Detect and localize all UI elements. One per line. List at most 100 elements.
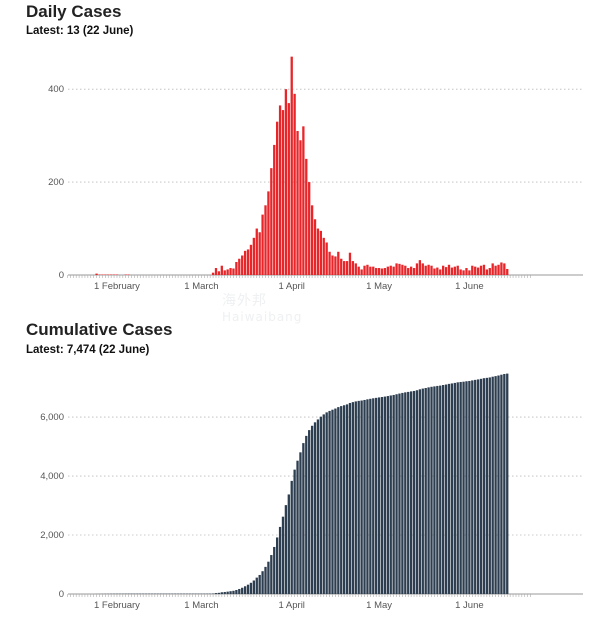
data-bar (95, 273, 98, 275)
data-bar (491, 263, 494, 275)
data-bar (415, 263, 419, 275)
data-bar (474, 379, 477, 594)
data-bar (447, 383, 451, 594)
data-bar (357, 266, 360, 275)
data-bar (325, 412, 328, 594)
data-bar (278, 526, 282, 594)
data-bar (404, 265, 407, 275)
data-bar (308, 182, 311, 275)
data-bar (482, 378, 486, 594)
data-bar (273, 546, 276, 594)
data-bar (392, 394, 395, 594)
data-bar (258, 232, 261, 275)
data-bar (319, 416, 322, 594)
x-tick-label: 1 February (94, 600, 140, 611)
data-bar (424, 265, 427, 275)
data-bar (456, 382, 459, 594)
data-bar (412, 390, 416, 594)
y-tick-label: 4,000 (40, 471, 64, 482)
data-bar (354, 263, 357, 275)
x-tick-label: 1 June (455, 281, 484, 292)
x-tick-label: 1 May (366, 600, 392, 611)
data-bar (468, 380, 471, 594)
data-bar (383, 396, 387, 594)
data-bar (313, 422, 317, 594)
data-bar (241, 587, 244, 594)
data-bar (386, 396, 389, 594)
data-bar (220, 265, 223, 275)
data-bar (334, 256, 337, 275)
daily-cases-chart: 0 200 400 1 February 1 March 1 April 1 May 1 Ju… (48, 56, 583, 292)
data-bar (430, 386, 433, 594)
data-bar (229, 268, 232, 275)
data-bar (348, 402, 352, 594)
data-bar (380, 397, 384, 594)
data-bar (229, 591, 232, 594)
data-bar (331, 255, 334, 275)
data-bar (287, 494, 290, 594)
data-bar (506, 268, 509, 275)
data-bar (369, 266, 372, 275)
data-bar (500, 374, 503, 594)
data-bar (235, 261, 238, 275)
cumulative-chart-subtitle: Latest: 7,474 (22 June) (26, 344, 150, 356)
data-bar (479, 378, 483, 594)
data-bar (465, 381, 468, 594)
data-bar (223, 270, 226, 275)
data-bar (439, 385, 442, 594)
data-bar (389, 265, 392, 275)
data-bar (267, 561, 270, 594)
data-bar (357, 400, 360, 594)
x-tick-label: 1 February (94, 281, 140, 292)
data-bar (424, 388, 427, 594)
data-bar (468, 270, 471, 275)
data-bar (345, 261, 349, 275)
data-bar (328, 410, 331, 594)
data-bar (226, 269, 229, 275)
data-bar (363, 265, 366, 275)
data-bar (214, 593, 218, 594)
y-tick-label: 2,000 (40, 530, 64, 541)
data-bar (447, 264, 451, 275)
data-bar (366, 399, 369, 594)
data-bar (386, 266, 389, 275)
data-bar (354, 401, 357, 594)
data-bar (485, 377, 489, 594)
data-bar (235, 589, 238, 594)
data-bar (450, 267, 454, 275)
watermark-line2: Haiwaibang (222, 310, 303, 324)
data-bar (296, 460, 299, 594)
data-bar (456, 265, 459, 275)
data-bar (372, 398, 375, 594)
data-bar (322, 237, 325, 275)
data-bar (503, 263, 506, 275)
data-bar (503, 373, 506, 594)
data-bar (488, 377, 491, 594)
data-bar (395, 394, 398, 594)
data-bar (243, 586, 247, 594)
data-bar (287, 103, 290, 276)
data-bar (299, 140, 302, 275)
data-bar (427, 264, 430, 275)
data-bar (299, 452, 302, 594)
data-bar (415, 390, 419, 594)
data-bar (331, 409, 334, 594)
data-bar (409, 266, 413, 275)
data-bar (494, 265, 497, 275)
data-bar (412, 268, 416, 275)
data-bar (217, 592, 221, 594)
data-bar (264, 205, 267, 275)
x-tick-label: 1 April (279, 600, 305, 611)
data-bar (459, 269, 462, 275)
data-bar (290, 480, 293, 594)
x-tick-label: 1 March (184, 281, 218, 292)
data-bar (310, 425, 314, 594)
x-tick-label: 1 April (279, 281, 305, 292)
data-bar (232, 268, 235, 275)
data-bar (485, 269, 489, 275)
data-bar (360, 400, 363, 594)
data-bar (243, 250, 247, 275)
data-bar (401, 264, 404, 275)
data-bar (407, 268, 410, 275)
data-bar (404, 392, 407, 594)
